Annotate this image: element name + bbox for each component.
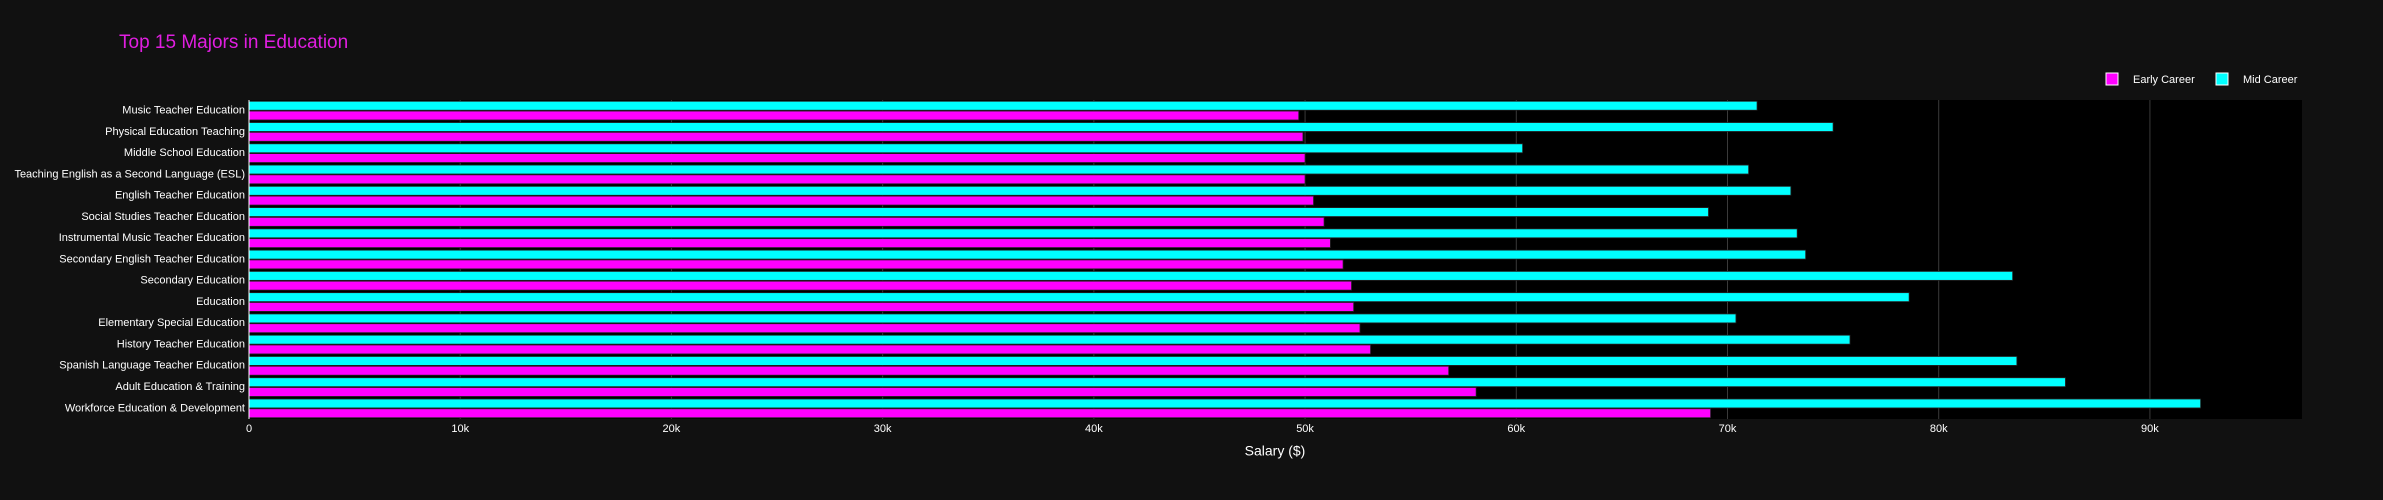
bar [248,143,1524,154]
bar [248,164,1750,175]
bar [248,398,2202,409]
legend-label: Mid Career [2243,74,2298,86]
y-tick-label: Education [196,296,245,308]
bar [248,185,1792,196]
bar [248,259,1344,270]
y-tick-label: Spanish Language Teacher Education [59,360,245,372]
y-tick-label: History Teacher Education [117,338,245,350]
x-tick-label: 90k [2141,423,2159,435]
bar [248,153,1306,163]
bar [248,238,1331,248]
y-tick-label: English Teacher Education [115,190,245,202]
plot-area [249,100,2302,419]
y-tick-label: Elementary Special Education [98,317,245,329]
bar [248,100,1758,111]
bar [248,408,1712,419]
bar [248,271,2014,281]
x-tick-label: 80k [1930,423,1948,435]
bar [248,207,1709,217]
y-tick-label: Secondary English Teacher Education [59,253,245,265]
y-tick-label: Physical Education Teaching [105,126,245,138]
bar [248,334,1851,345]
y-tick-label: Middle School Education [124,147,245,159]
y-tick-label: Music Teacher Education [122,105,245,117]
bar [248,131,1304,142]
x-tick-label: 20k [663,423,681,435]
x-tick-label: 40k [1085,423,1103,435]
bar [248,280,1352,291]
y-tick-label: Adult Education & Training [115,381,245,393]
bar [248,313,1737,324]
bar [248,174,1306,185]
bar [248,387,1477,397]
x-tick-label: 30k [874,423,892,435]
bar [248,228,1798,239]
bar [248,110,1300,121]
bar [248,377,2066,388]
bar [248,365,1450,376]
y-tick-label: Social Studies Teacher Education [81,211,245,223]
bar [248,122,1834,132]
bar [248,249,1807,260]
x-tick-label: 70k [1719,423,1737,435]
bar [248,195,1314,206]
bar [248,292,1910,303]
bar [248,302,1355,312]
bar [248,344,1371,355]
y-tick-label: Secondary Education [140,275,245,287]
y-tick-label: Workforce Education & Development [65,402,245,414]
bar [248,323,1361,334]
x-tick-label: 60k [1507,423,1525,435]
y-tick-label: Teaching English as a Second Language (E… [14,168,245,180]
legend-swatch [2105,72,2119,86]
legend-label: Early Career [2133,74,2195,86]
legend-swatch [2215,72,2229,86]
x-tick-label: 50k [1296,423,1314,435]
chart-title: Top 15 Majors in Education [119,32,348,53]
bar [248,216,1325,227]
x-tick-label: 0 [246,423,252,435]
x-axis-title: Salary ($) [1245,443,1306,459]
y-tick-label: Instrumental Music Teacher Education [59,232,245,244]
bar [248,356,2018,366]
x-tick-label: 10k [451,423,469,435]
